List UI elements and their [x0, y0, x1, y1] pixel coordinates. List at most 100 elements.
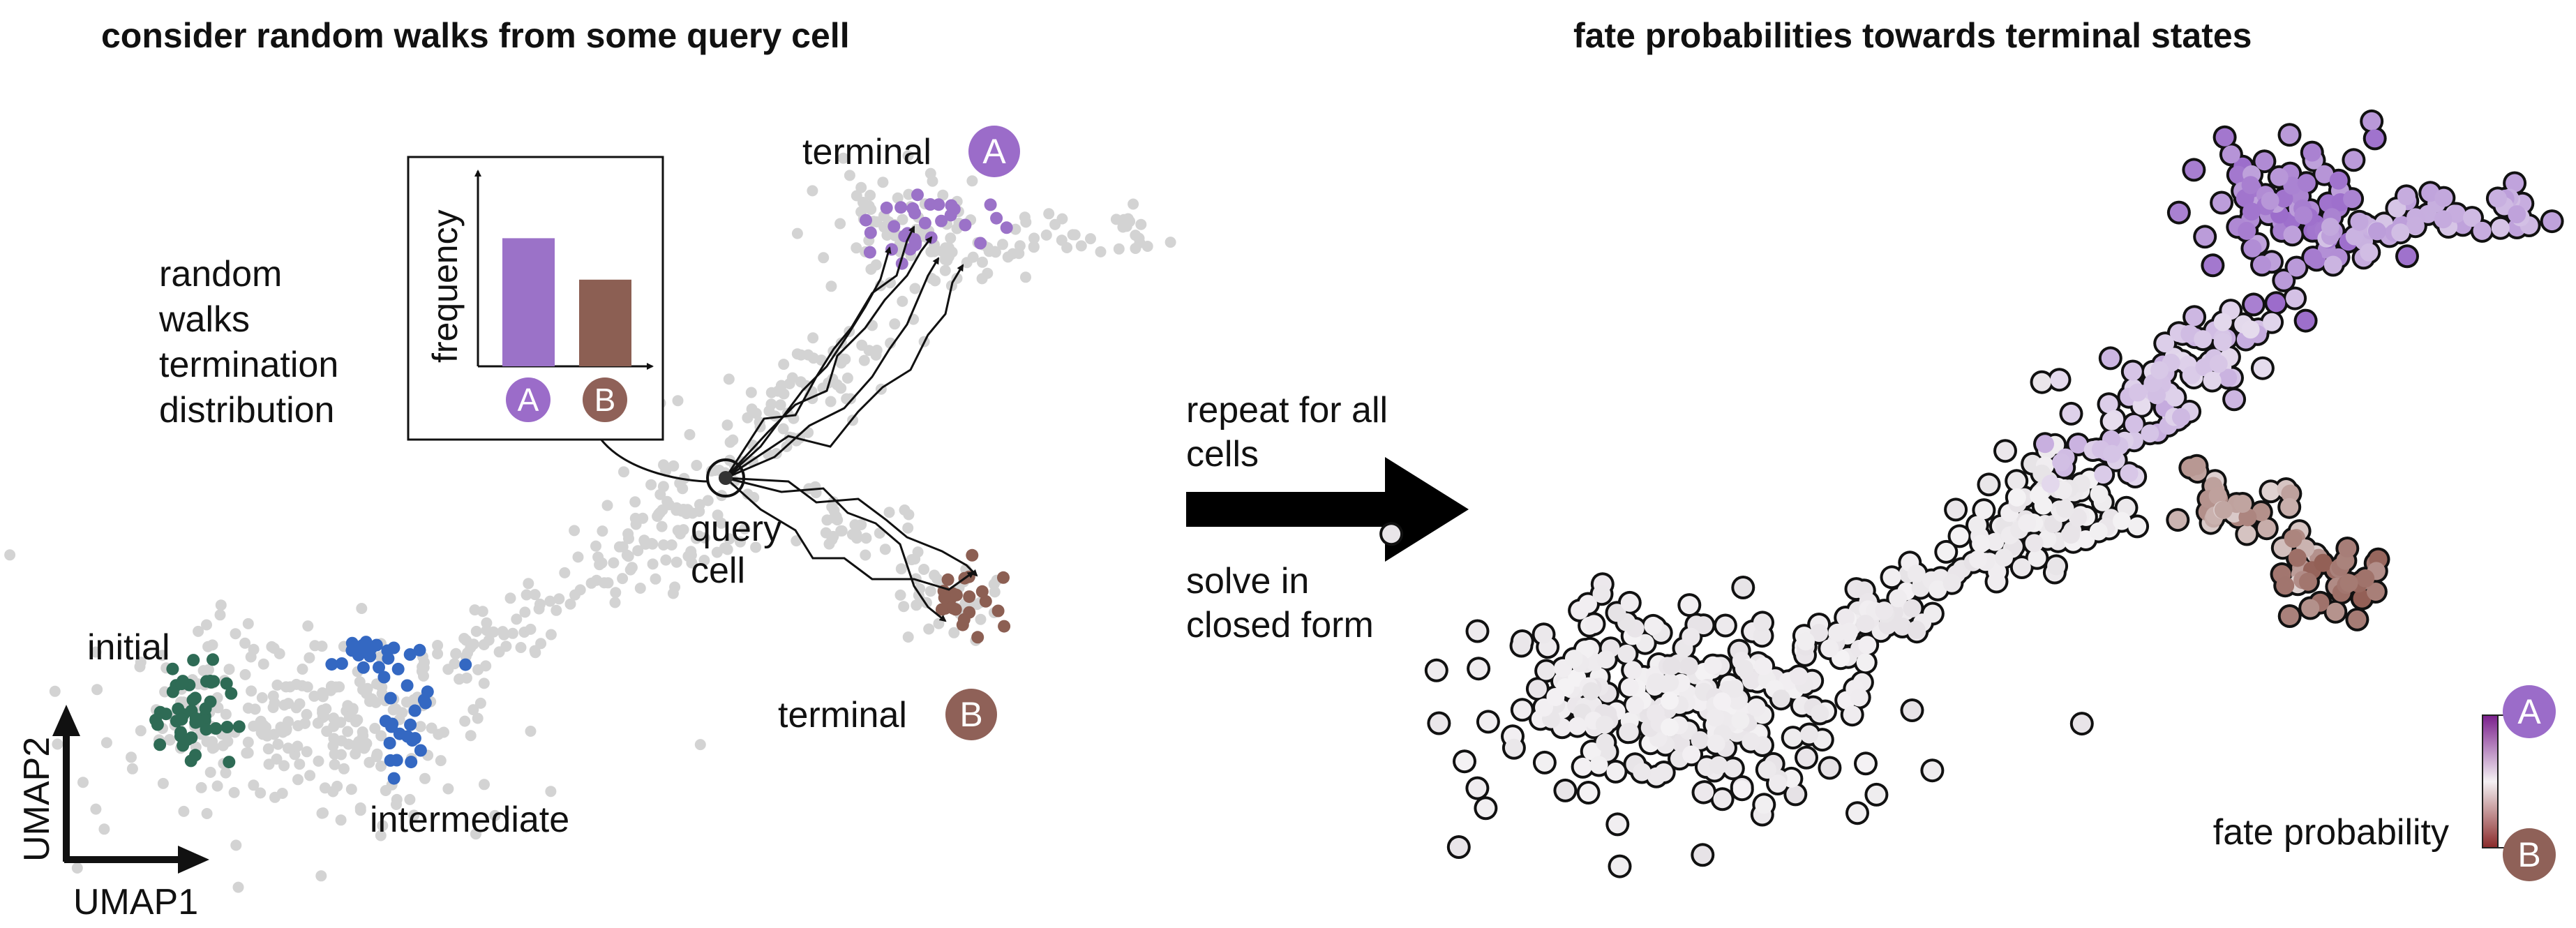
embedding-cell-dot	[382, 652, 395, 665]
embedding-cell-dot	[1069, 229, 1081, 241]
embedding-cell-dot	[268, 728, 280, 740]
embedding-cell-dot	[292, 720, 304, 732]
embedding-cell-dot	[777, 423, 789, 435]
embedding-cell-dot	[877, 177, 889, 188]
embedding-cell-dot	[1095, 246, 1107, 257]
embedding-cell-dot	[1691, 731, 1709, 749]
embedding-cell-dot	[864, 189, 876, 201]
embedding-cell-dot	[1661, 718, 1679, 737]
embedding-cell-dot	[134, 661, 146, 673]
embedding-cell-dot	[283, 698, 294, 710]
terminal-a-cluster-cells	[860, 188, 1013, 270]
embedding-cell-dot	[2344, 151, 2363, 170]
embedding-cell-dot	[376, 681, 388, 693]
embedding-cell-dot	[1732, 780, 1751, 799]
embedding-cell-dot	[949, 603, 962, 616]
embedding-cell-dot	[724, 436, 736, 448]
embedding-cell-dot	[2068, 508, 2087, 527]
embedding-cell-dot	[347, 704, 359, 716]
embedding-cell-dot	[301, 709, 313, 720]
embedding-cell-dot	[2238, 525, 2256, 544]
embedding-cell-dot	[533, 603, 545, 615]
embedding-cell-dot	[284, 681, 296, 693]
embedding-cell-dot	[1753, 627, 1772, 645]
embedding-cell-dot	[1969, 550, 1987, 569]
embedding-cell-dot	[656, 521, 668, 532]
embedding-cell-dot	[1427, 661, 1446, 680]
embedding-cell-dot	[2090, 485, 2109, 504]
embedding-cell-dot	[935, 603, 948, 616]
embedding-cell-dot	[357, 661, 370, 674]
embedding-cell-dot	[860, 549, 871, 561]
embedding-cell-dot	[883, 507, 895, 518]
embedding-cell-dot	[590, 540, 601, 552]
embedding-cell-dot	[2187, 456, 2206, 475]
embedding-cell-dot	[207, 653, 219, 666]
embedding-cell-dot	[802, 349, 814, 361]
embedding-cell-dot	[945, 199, 958, 212]
embedding-cell-dot	[184, 754, 197, 768]
embedding-cell-dot	[193, 625, 204, 637]
embedding-cell-dot	[835, 357, 847, 369]
embedding-cell-dot	[230, 839, 242, 851]
embedding-cell-dot	[278, 760, 290, 772]
embedding-cell-dot	[2304, 248, 2323, 267]
embedding-cell-dot	[663, 499, 675, 511]
embedding-cell-dot	[432, 640, 444, 651]
embedding-cell-dot	[924, 167, 936, 179]
middle-section: repeat for all cells solve in closed for…	[1186, 390, 1469, 645]
embedding-cell-dot	[1709, 756, 1728, 774]
embedding-cell-dot	[1680, 596, 1699, 615]
embedding-cell-dot	[959, 218, 972, 232]
embedding-cell-dot	[283, 716, 294, 728]
embedding-cell-dot	[507, 627, 518, 639]
embedding-cell-dot	[948, 627, 960, 638]
embedding-cell-dot	[2032, 373, 2051, 391]
embedding-cell-dot	[677, 524, 689, 536]
embedding-cell-dot	[1579, 594, 1597, 613]
embedding-cell-dot	[385, 720, 398, 733]
embedding-cell-dot	[1430, 714, 1448, 733]
embedding-cell-dot	[1382, 525, 1401, 544]
embedding-cell-dot	[923, 623, 935, 635]
embedding-cell-dot	[241, 747, 253, 759]
embedding-cell-dot	[2280, 126, 2299, 144]
embedding-cell-dot	[1857, 754, 1875, 773]
embedding-cell-dot	[897, 295, 908, 307]
embedding-cell-dot	[855, 519, 867, 530]
embedding-cell-dot	[2296, 311, 2315, 330]
embedding-cell-dot	[989, 586, 1001, 598]
embedding-cell-dot	[2169, 203, 2188, 222]
embedding-cell-dot	[1117, 221, 1129, 233]
embedding-cell-dot	[1783, 728, 1802, 747]
embedding-cell-dot	[929, 246, 940, 257]
embedding-cell-dot	[1468, 779, 1487, 798]
embedding-cell-dot	[1995, 548, 2014, 567]
embedding-cell-dot	[1790, 667, 1809, 686]
embedding-cell-dot	[1875, 601, 1894, 620]
embedding-cell-dot	[248, 720, 260, 732]
embedding-cell-dot	[2007, 472, 2026, 491]
embedding-cell-dot	[1019, 211, 1031, 223]
embedding-cell-dot	[2508, 205, 2526, 224]
embedding-cell-dot	[1130, 243, 1141, 254]
embedding-cell-dot	[1556, 781, 1575, 800]
embedding-cell-dot	[2397, 187, 2416, 206]
embedding-cell-dot	[166, 685, 179, 698]
embedding-cell-dot	[2099, 395, 2118, 414]
embedding-cell-dot	[684, 428, 696, 440]
embedding-cell-dot	[1455, 752, 1474, 771]
colorbar-badge-a-label: A	[2517, 692, 2541, 731]
embedding-cell-dot	[1135, 218, 1147, 230]
embedding-cell-dot	[1903, 599, 1922, 618]
embedding-cell-dot	[345, 644, 359, 657]
embedding-cell-dot	[658, 459, 669, 471]
embedding-cell-dot	[1085, 233, 1096, 245]
embedding-cell-dot	[2007, 488, 2026, 507]
colorbar-badge-a	[2503, 685, 2556, 738]
embedding-cell-dot	[2242, 202, 2261, 221]
embedding-cell-dot	[1568, 717, 1587, 735]
embedding-cell-dot	[1986, 532, 2005, 551]
embedding-cell-dot	[774, 399, 786, 411]
embedding-cell-dot	[1592, 585, 1611, 604]
